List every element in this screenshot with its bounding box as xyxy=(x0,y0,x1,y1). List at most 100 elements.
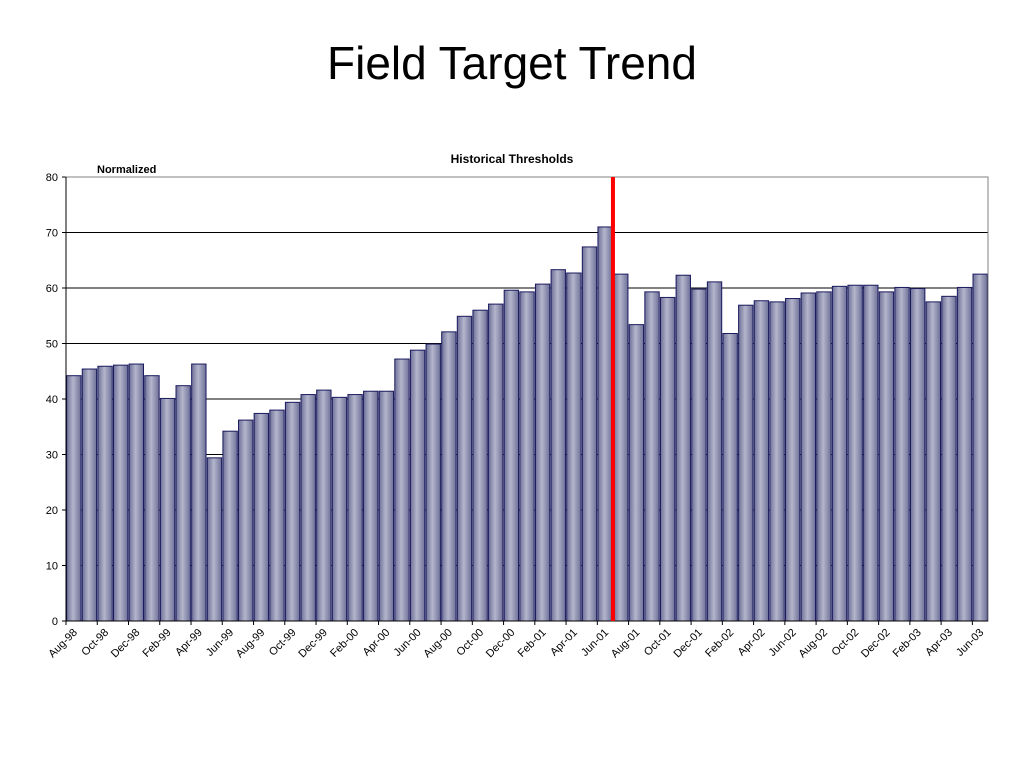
bar xyxy=(784,298,801,622)
x-tick-label: Oct-99 xyxy=(267,627,299,659)
x-tick-label: Oct-98 xyxy=(79,627,111,659)
bar xyxy=(113,364,129,622)
bar xyxy=(863,284,879,622)
x-tick-label: Apr-00 xyxy=(361,627,393,659)
x-tick-label: Feb-00 xyxy=(328,627,361,660)
bar xyxy=(534,283,551,622)
chart-title: Historical Thresholds xyxy=(451,152,574,166)
x-tick-label: Apr-03 xyxy=(923,627,955,659)
x-tick-label: Aug-99 xyxy=(234,627,268,661)
bar xyxy=(316,389,332,622)
x-tick-label: Oct-01 xyxy=(642,627,674,659)
bar xyxy=(800,292,816,622)
bar xyxy=(769,301,785,622)
x-tick-label: Jun-02 xyxy=(767,627,799,659)
bar xyxy=(597,226,613,622)
x-tick-label: Aug-00 xyxy=(421,627,455,661)
bar xyxy=(472,309,488,622)
bar xyxy=(956,286,973,622)
bar xyxy=(191,363,207,622)
bar xyxy=(238,419,254,622)
slide-title: Field Target Trend xyxy=(327,37,697,89)
bar xyxy=(159,397,176,622)
bar xyxy=(628,324,645,622)
bar xyxy=(581,246,598,622)
bar xyxy=(878,291,895,622)
x-tick-label: Aug-02 xyxy=(796,627,830,661)
x-tick-label: Aug-01 xyxy=(609,627,643,661)
bar xyxy=(425,343,441,622)
x-tick-label: Feb-01 xyxy=(516,627,549,660)
x-tick-label: Dec-02 xyxy=(859,627,893,661)
x-tick-label: Jun-03 xyxy=(954,627,986,659)
bar xyxy=(847,284,863,622)
x-tick-label: Feb-02 xyxy=(703,627,736,660)
bar xyxy=(566,272,582,622)
bars xyxy=(66,226,988,622)
bar xyxy=(722,333,738,622)
bar xyxy=(409,349,426,622)
y-tick-label: 0 xyxy=(52,616,58,628)
bar xyxy=(753,300,770,622)
x-tick-label: Dec-98 xyxy=(109,627,143,661)
bar xyxy=(222,430,238,622)
bar xyxy=(691,288,707,622)
bar xyxy=(972,273,988,622)
bar xyxy=(269,409,285,622)
axes xyxy=(62,176,989,625)
bar xyxy=(441,331,457,622)
bar xyxy=(644,291,660,622)
y-tick-label: 10 xyxy=(46,561,58,573)
y-tick-labels: 0 10 20 30 40 50 60 70 80 xyxy=(46,172,58,628)
bar xyxy=(128,363,145,622)
bar xyxy=(519,291,535,622)
bar xyxy=(347,394,363,622)
y-tick-label: 40 xyxy=(46,394,58,406)
y-tick-label: 20 xyxy=(46,505,58,517)
x-tick-label: Dec-00 xyxy=(484,627,518,661)
bar xyxy=(331,396,348,622)
x-tick-label: Dec-99 xyxy=(296,627,330,661)
x-tick-label: Feb-03 xyxy=(891,627,924,660)
y-tick-label: 80 xyxy=(46,172,58,184)
bar xyxy=(550,269,566,622)
bar xyxy=(925,301,941,622)
bar xyxy=(394,358,410,622)
x-tick-label: Dec-01 xyxy=(671,627,705,661)
x-tick-label: Apr-99 xyxy=(173,627,205,659)
bar xyxy=(738,304,754,622)
bar xyxy=(706,281,723,622)
x-tick-label: Apr-01 xyxy=(548,627,580,659)
bar xyxy=(675,274,691,622)
bar xyxy=(175,385,191,622)
bar xyxy=(97,365,113,622)
x-tick-label: Oct-00 xyxy=(454,627,486,659)
y-tick-label: 60 xyxy=(46,283,58,295)
y-tick-label: 50 xyxy=(46,339,58,351)
bar xyxy=(378,390,395,622)
bar xyxy=(253,412,270,622)
bar xyxy=(941,295,957,622)
x-tick-label: Oct-02 xyxy=(829,627,861,659)
x-tick-label: Jun-00 xyxy=(391,627,423,659)
chart-subtitle: Normalized xyxy=(97,164,156,176)
y-tick-label: 70 xyxy=(46,228,58,240)
bar xyxy=(300,394,316,622)
bar xyxy=(81,368,98,622)
x-tick-label: Apr-02 xyxy=(736,627,768,659)
bar xyxy=(659,296,676,622)
bar xyxy=(909,288,926,622)
x-tick-label: Aug-98 xyxy=(46,627,80,661)
x-tick-label: Feb-99 xyxy=(141,627,174,660)
bar xyxy=(503,289,520,622)
bar xyxy=(488,303,504,622)
bar xyxy=(363,390,379,622)
bar xyxy=(206,457,223,622)
bar xyxy=(284,401,301,622)
bar xyxy=(831,285,848,622)
bar xyxy=(816,291,832,622)
bar xyxy=(613,273,629,622)
bar xyxy=(894,286,910,622)
